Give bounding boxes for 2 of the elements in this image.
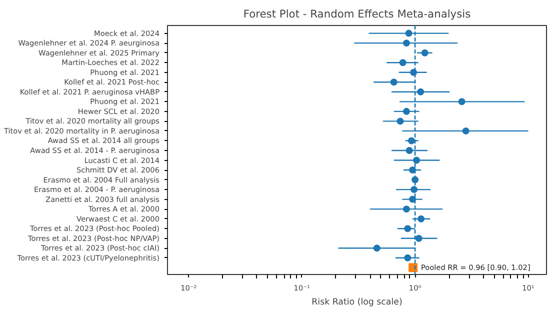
chart-title: Forest Plot - Random Effects Meta-analysis [243, 8, 472, 20]
x-axis-title: Risk Ratio (log scale) [312, 298, 402, 308]
